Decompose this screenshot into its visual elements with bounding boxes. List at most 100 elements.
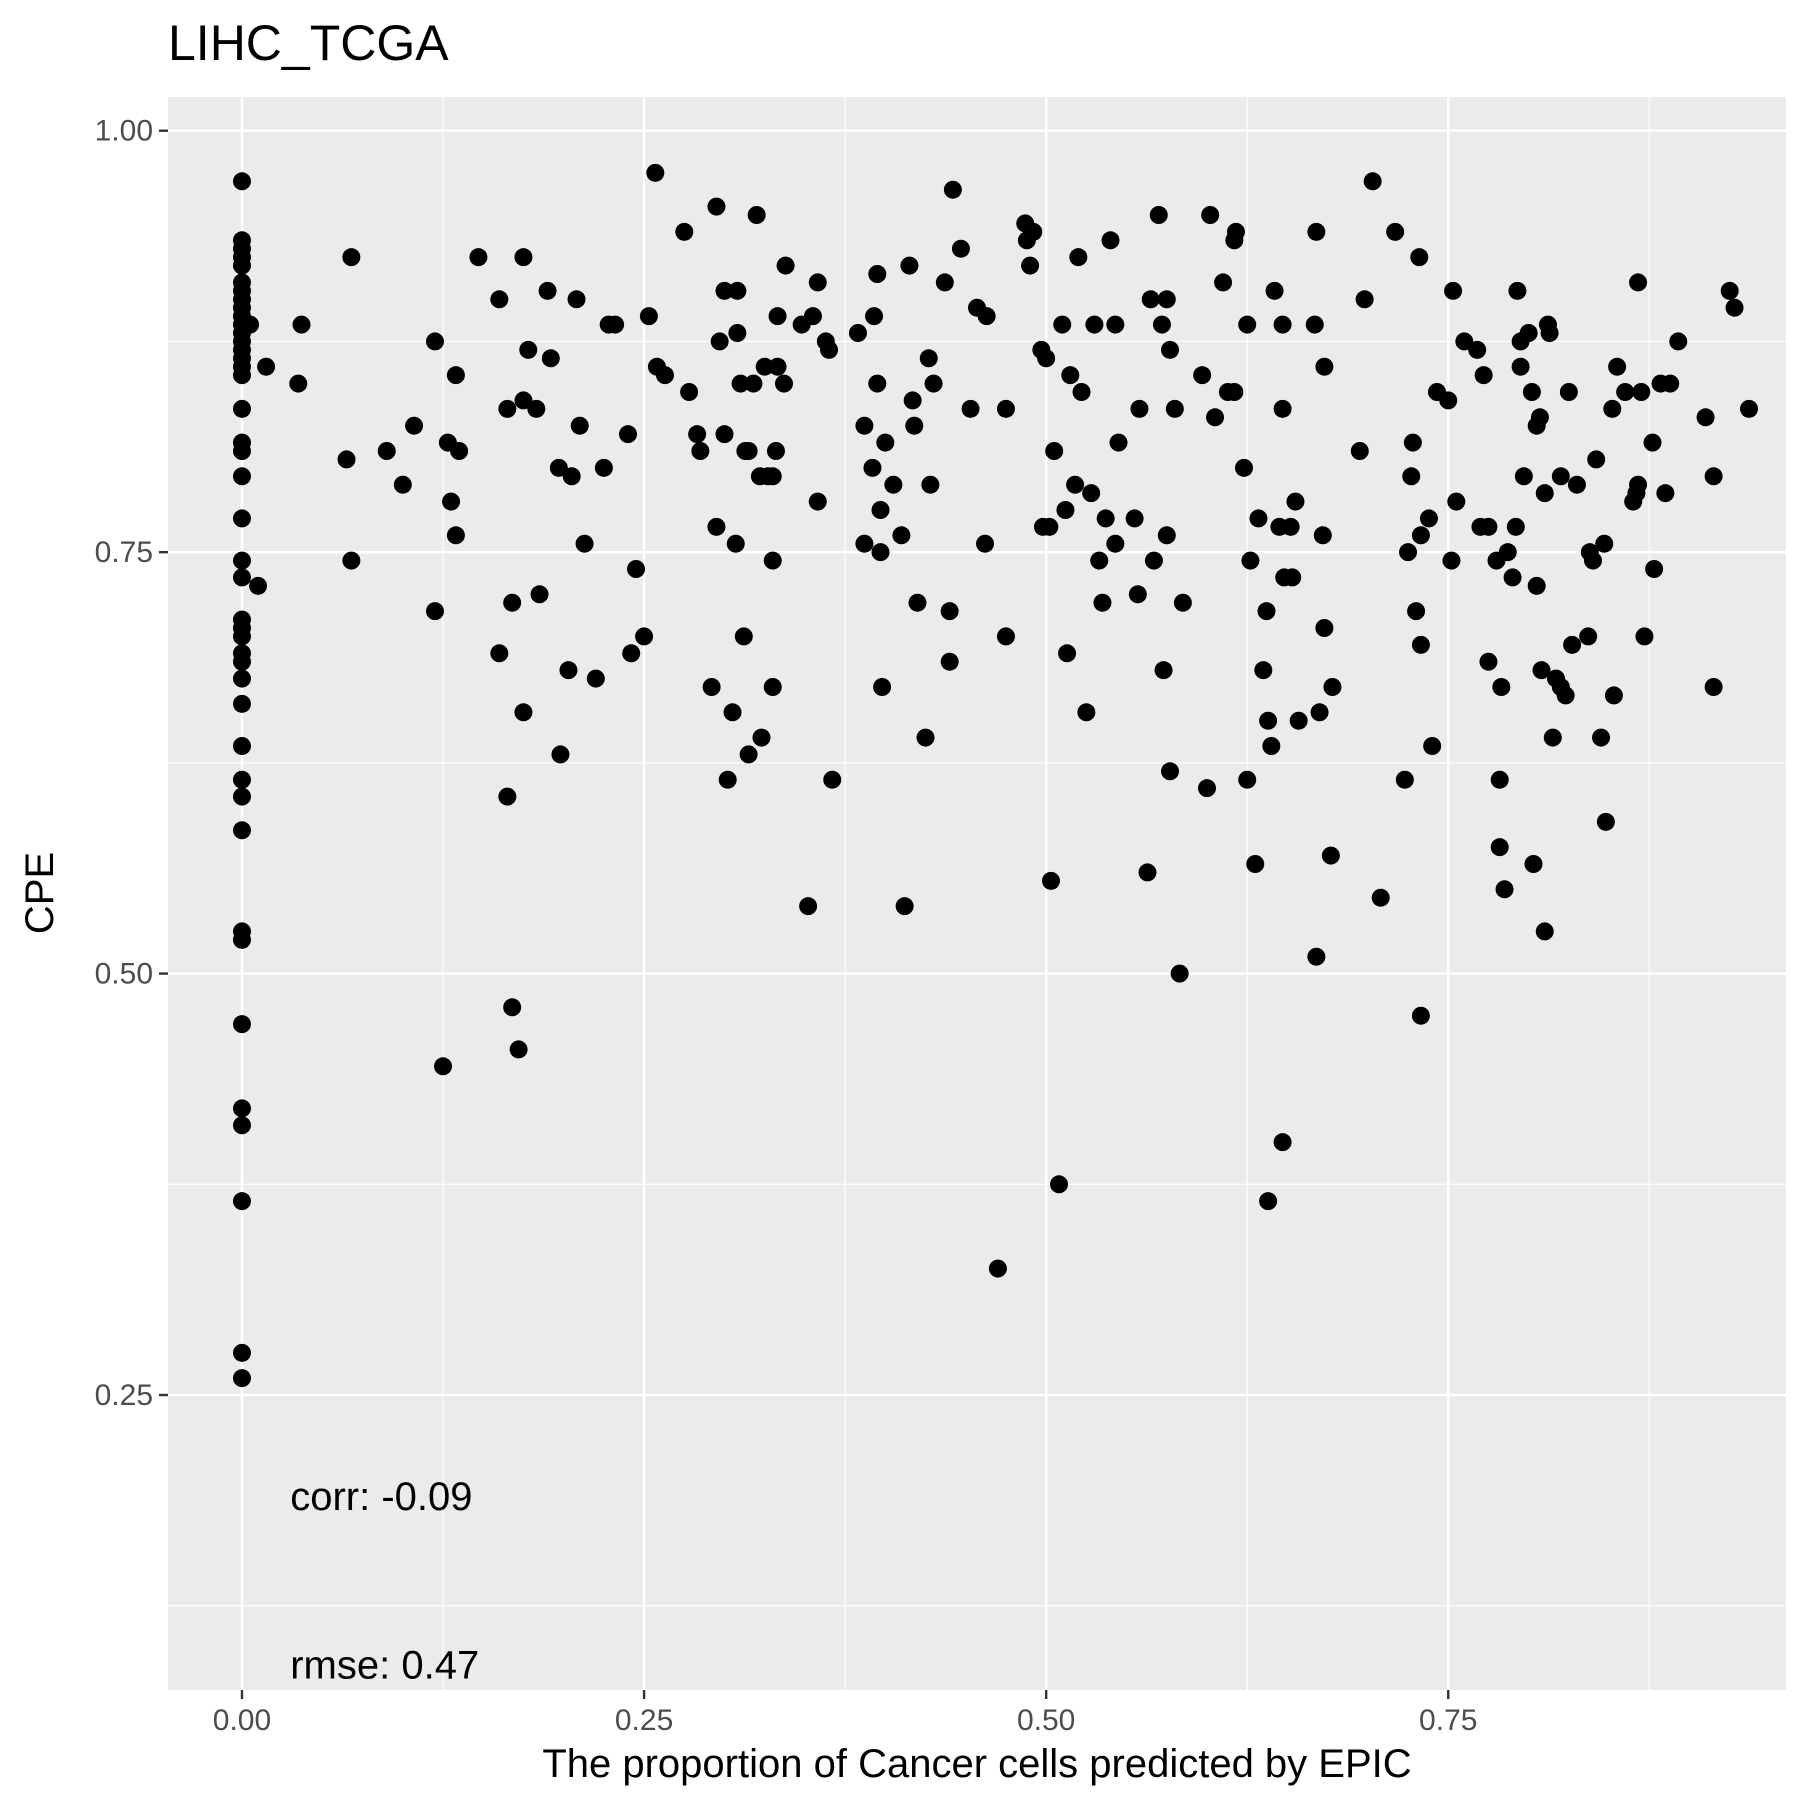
data-point	[908, 593, 927, 612]
data-point	[446, 526, 465, 545]
data-point	[916, 728, 935, 747]
data-point	[1085, 315, 1104, 334]
data-point	[232, 366, 251, 385]
data-point	[1307, 947, 1326, 966]
data-point	[567, 290, 586, 309]
data-point	[1241, 551, 1260, 570]
data-point	[1535, 484, 1554, 503]
data-point	[1402, 467, 1421, 486]
data-point	[715, 425, 734, 444]
data-point	[469, 248, 488, 267]
data-point	[1559, 383, 1578, 401]
data-point	[1262, 737, 1281, 755]
data-point	[1289, 711, 1308, 730]
y-axis: 0.25 0.50 0.75 1.00	[95, 115, 168, 1412]
data-point	[935, 273, 954, 292]
data-point	[551, 745, 570, 764]
data-point	[1152, 315, 1171, 334]
data-point	[1498, 543, 1517, 562]
data-point	[1669, 332, 1688, 351]
data-point	[232, 172, 251, 191]
data-point	[1596, 812, 1615, 831]
data-point	[1696, 408, 1715, 427]
data-point	[1395, 770, 1414, 789]
x-axis: 0.00 0.25 0.50 0.75	[213, 1690, 1477, 1737]
data-point	[232, 509, 251, 528]
data-point	[1506, 517, 1525, 536]
data-point	[1511, 357, 1530, 376]
data-point	[1273, 315, 1292, 334]
data-point	[1259, 1192, 1278, 1211]
x-tick-label: 0.25	[615, 1704, 673, 1737]
data-point	[514, 391, 533, 410]
data-point	[848, 324, 867, 342]
y-tick-label: 1.00	[95, 115, 153, 148]
data-point	[1643, 433, 1662, 452]
data-point	[1444, 281, 1463, 300]
data-point	[1157, 526, 1176, 545]
data-point	[337, 450, 356, 469]
data-point	[1532, 661, 1551, 680]
data-point	[575, 534, 594, 553]
data-point	[292, 315, 311, 334]
data-point	[744, 374, 763, 393]
data-point	[1411, 526, 1430, 545]
data-point	[1238, 770, 1257, 789]
data-point	[892, 526, 911, 545]
data-point	[498, 399, 517, 418]
data-point	[868, 265, 887, 283]
data-point	[1530, 408, 1549, 427]
data-point	[405, 416, 424, 435]
data-point	[739, 442, 758, 460]
data-point	[688, 425, 707, 444]
data-point	[498, 787, 517, 806]
data-point	[1567, 475, 1586, 494]
data-point	[1604, 686, 1623, 705]
data-point	[249, 576, 268, 595]
data-point	[1165, 399, 1184, 418]
data-point	[393, 475, 412, 494]
data-point	[232, 1343, 251, 1362]
data-point	[1355, 290, 1374, 309]
data-point	[718, 770, 737, 789]
data-point	[895, 897, 914, 916]
annotation-text: rmse: 0.47	[290, 1644, 479, 1688]
data-point	[257, 357, 276, 376]
data-point	[1206, 408, 1225, 427]
data-point	[1410, 248, 1429, 267]
x-axis-title: The proportion of Cancer cells predicted…	[542, 1742, 1411, 1786]
data-point	[1090, 551, 1109, 570]
data-point	[232, 551, 251, 570]
data-point	[232, 694, 251, 713]
data-point	[232, 821, 251, 840]
data-point	[232, 787, 251, 806]
data-point	[232, 770, 251, 789]
data-point	[919, 349, 938, 368]
data-point	[723, 703, 742, 722]
data-point	[509, 1040, 528, 1059]
data-point	[900, 256, 919, 275]
data-point	[1082, 484, 1101, 503]
data-point	[940, 652, 959, 671]
data-point	[232, 256, 251, 275]
data-point	[538, 281, 557, 300]
data-point	[734, 627, 753, 646]
y-tick-label: 0.50	[95, 958, 153, 991]
data-point	[562, 467, 581, 486]
data-point	[691, 442, 710, 460]
data-point	[1490, 838, 1509, 857]
data-point	[1411, 635, 1430, 654]
data-point	[1616, 383, 1635, 401]
data-point	[1109, 433, 1128, 452]
data-point	[646, 163, 665, 182]
data-point	[1522, 383, 1541, 401]
data-point	[635, 627, 654, 646]
data-point	[1161, 762, 1180, 781]
data-point	[1144, 551, 1163, 570]
data-point	[1661, 374, 1680, 393]
data-point	[731, 374, 750, 393]
data-point	[1214, 273, 1233, 292]
data-point	[1265, 281, 1284, 300]
y-axis-title: CPE	[18, 852, 62, 934]
data-point	[943, 180, 962, 199]
